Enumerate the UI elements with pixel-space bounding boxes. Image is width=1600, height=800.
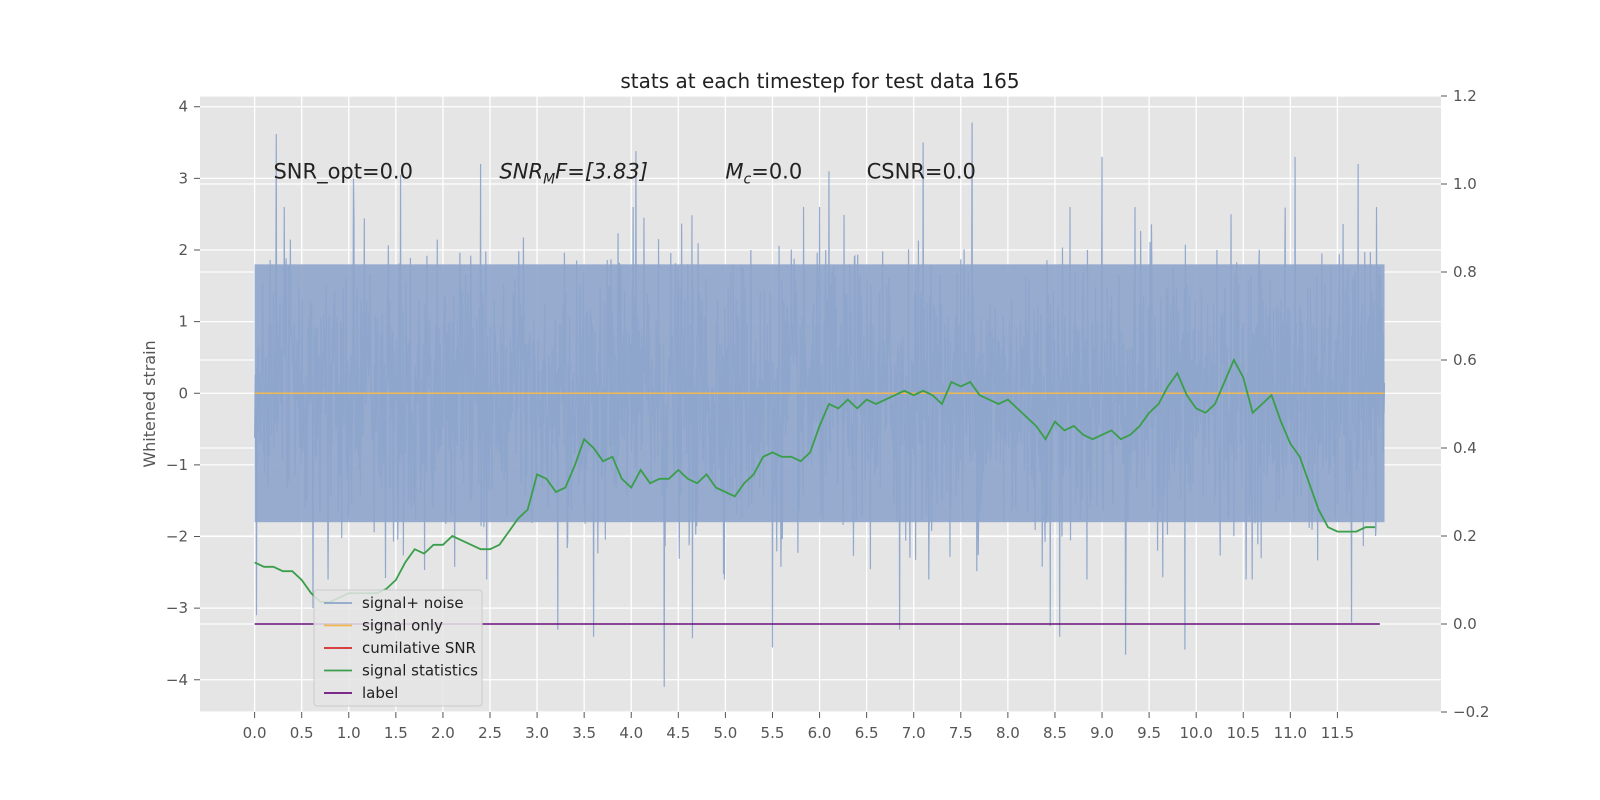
annotation-main: M	[725, 159, 743, 183]
legend-box	[313, 589, 483, 707]
x-tick-label: 6.5	[855, 724, 879, 742]
y2-tick-label: 1.2	[1453, 87, 1477, 105]
y-tick-label: −1	[166, 456, 188, 474]
x-tick-label: 0.0	[243, 724, 267, 742]
x-tick-label: 6.0	[808, 724, 832, 742]
annotation-main: CSNR=0.0	[867, 159, 976, 183]
annotation-suffix: =0.0	[751, 159, 802, 183]
y2-tick-label: 1.0	[1453, 175, 1477, 193]
stat-annotation: CSNR=0.0	[867, 159, 976, 183]
legend: signal+ noise signal only cumilative SNR si…	[313, 589, 483, 707]
x-tick-label: 10.0	[1179, 724, 1212, 742]
y2-tick-label: 0.8	[1453, 263, 1477, 281]
legend-entry-label: signal only	[362, 617, 443, 635]
y2-tick-label: 0.2	[1453, 527, 1477, 545]
x-tick-label: 8.0	[996, 724, 1020, 742]
y2-tick-label: 0.4	[1453, 439, 1477, 457]
x-tick-label: 9.5	[1137, 724, 1161, 742]
x-tick-label: 4.5	[666, 724, 690, 742]
x-tick-label: 7.5	[949, 724, 973, 742]
stat-annotation: SNRMF=[3.83]	[499, 159, 648, 187]
axis-ticks: 0.0 0.5 1.0 1.5 2.0 2.5 3.0 3.5 4.0 4.5 5.0 5.5 6.0 6…	[166, 87, 1490, 742]
x-tick-label: 5.5	[761, 724, 785, 742]
y2-tick-label: 0.0	[1453, 615, 1477, 633]
x-tick-label: 8.5	[1043, 724, 1067, 742]
y-tick-label: 0	[178, 384, 188, 402]
x-tick-label: 9.0	[1090, 724, 1114, 742]
y-tick-label: 3	[178, 169, 188, 187]
y-tick-label: 2	[178, 241, 188, 259]
y-tick-label: −4	[166, 671, 188, 689]
x-tick-label: 3.5	[572, 724, 596, 742]
annotations: SNR_opt=0.0 SNRMF=[3.83] Mc=0.0 CSNR=0.0	[273, 159, 975, 187]
x-tick-label: 11.5	[1321, 724, 1354, 742]
annotation-subscript: c	[744, 171, 752, 187]
x-tick-label: 11.0	[1274, 724, 1307, 742]
y2-tick-label: 0.6	[1453, 351, 1477, 369]
legend-entry-label: label	[362, 684, 398, 702]
chart-title: stats at each timestep for test data 165	[620, 69, 1019, 93]
legend-entry-label: signal statistics	[362, 662, 478, 680]
y-axis-label: Whitened strain	[140, 340, 159, 467]
y-tick-label: 1	[178, 313, 188, 331]
x-tick-label: 1.0	[337, 724, 361, 742]
annotation-main: SNR_opt=0.0	[273, 159, 413, 184]
x-tick-label: 2.0	[431, 724, 455, 742]
x-tick-label: 1.5	[384, 724, 408, 742]
annotation-main: SNR	[499, 159, 543, 183]
y-tick-label: 4	[178, 98, 188, 116]
annotation-subscript: M	[543, 171, 555, 187]
x-tick-label: 10.5	[1227, 724, 1260, 742]
y-tick-label: −2	[166, 528, 188, 546]
legend-entry-label: cumilative SNR	[362, 639, 476, 657]
y-tick-label: −3	[166, 599, 188, 617]
series-line-signal-statistics	[254, 357, 1376, 603]
legend-entry-label: signal+ noise	[362, 594, 464, 612]
y2-tick-label: −0.2	[1453, 703, 1489, 721]
x-tick-label: 2.5	[478, 724, 502, 742]
stat-annotation: Mc=0.0	[725, 159, 802, 187]
x-tick-label: 0.5	[290, 724, 314, 742]
signal-noise-line	[254, 122, 1386, 687]
x-tick-label: 7.0	[902, 724, 926, 742]
annotation-suffix: F=[3.83]	[555, 159, 648, 183]
x-tick-label: 5.0	[713, 724, 737, 742]
x-tick-label: 4.0	[619, 724, 643, 742]
stat-annotation: SNR_opt=0.0	[273, 159, 413, 184]
x-tick-label: 3.0	[525, 724, 549, 742]
